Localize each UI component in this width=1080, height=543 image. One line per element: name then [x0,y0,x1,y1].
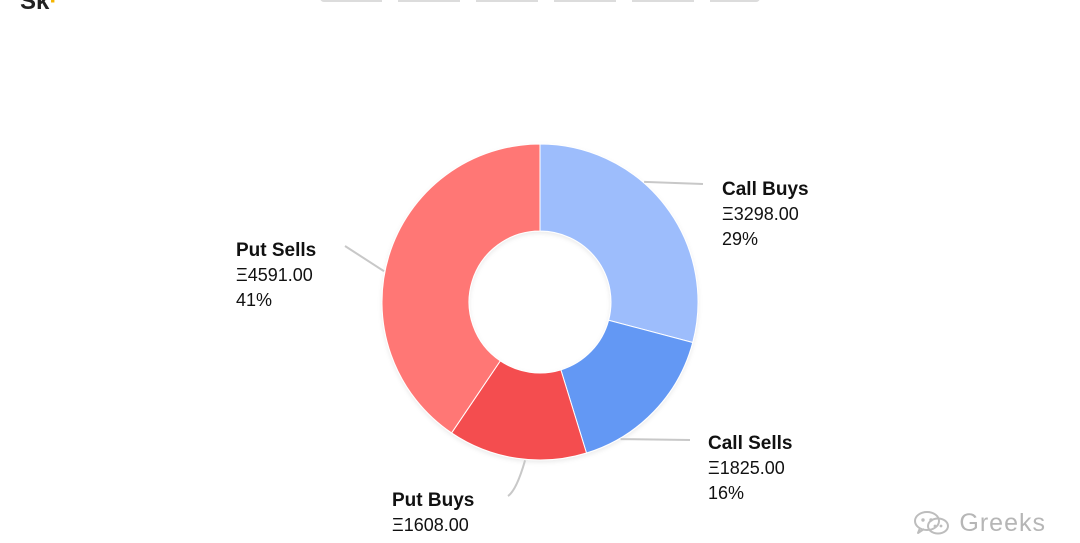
label-value-put-sells: Ξ4591.00 [236,265,313,285]
label-put-buys: Put Buys Ξ1608.00 14% [392,490,474,543]
donut-slices [381,143,699,461]
watermark-text: Greeks [959,508,1046,537]
label-value-call-sells: Ξ1825.00 [708,458,785,478]
slice-call-buys [539,143,699,344]
slice-call-sells [560,319,694,454]
label-percent-put-sells: 41% [236,290,272,310]
label-value-call-buys: Ξ3298.00 [722,204,799,224]
label-connectors [344,180,704,497]
connector-call-buys [644,180,704,185]
connector-call-sells [620,438,691,441]
label-name-call-sells: Call Sells [708,433,793,454]
label-name-put-sells: Put Sells [236,240,316,261]
label-call-sells: Call Sells Ξ1825.00 16% [708,433,793,503]
cropped-title-fragment [320,0,760,2]
connector-put-buys [507,460,527,497]
label-call-buys: Call Buys Ξ3298.00 29% [722,179,809,249]
label-name-call-buys: Call Buys [722,179,809,200]
label-put-sells: Put Sells Ξ4591.00 41% [236,240,316,310]
wechat-icon [914,511,950,535]
slice-labels: Call Buys Ξ3298.00 29% Call Sells Ξ1825.00 16… [236,179,809,543]
label-percent-call-sells: 16% [708,483,744,503]
label-name-put-buys: Put Buys [392,490,474,511]
cropped-logo-fragment: Sk· [20,0,58,15]
watermark: Greeks [912,508,1046,538]
label-value-put-buys: Ξ1608.00 [392,515,469,535]
connector-put-sells [344,245,385,273]
slice-put-sells [381,143,541,434]
label-percent-call-buys: 29% [722,229,758,249]
label-percent-put-buys: 14% [392,540,428,543]
